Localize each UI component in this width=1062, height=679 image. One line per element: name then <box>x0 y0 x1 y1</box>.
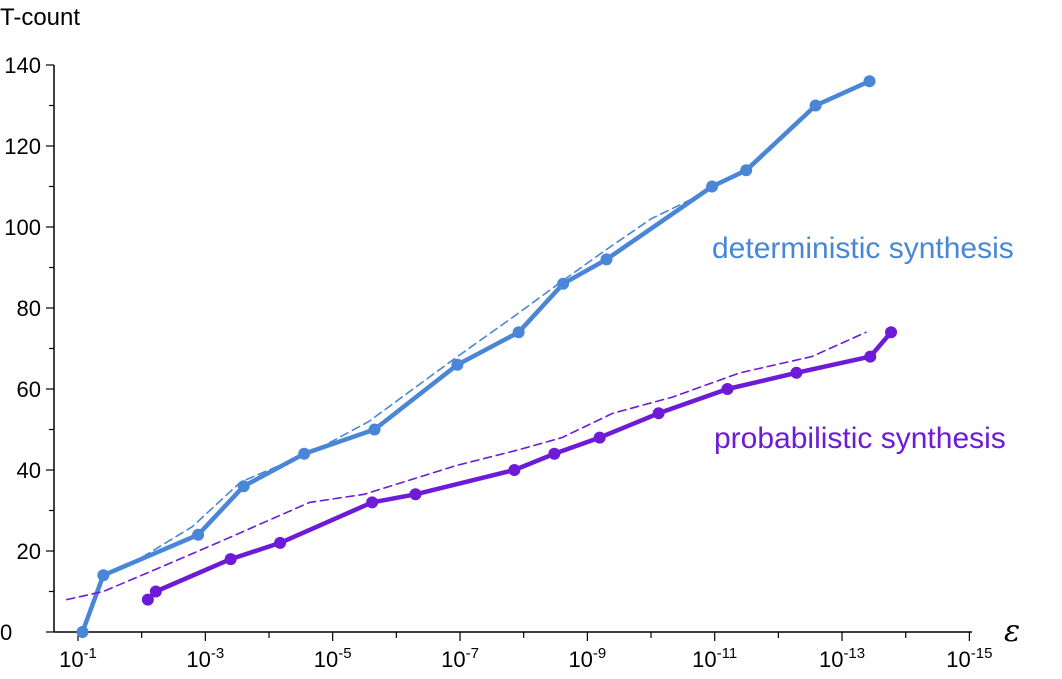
data-point <box>149 585 162 598</box>
y-tick-label: 140 <box>4 53 41 78</box>
series-line-3 <box>66 331 867 601</box>
series-label-probabilistic: probabilistic synthesis <box>714 422 1006 455</box>
data-point <box>141 593 154 606</box>
data-point <box>600 253 613 266</box>
axes <box>53 65 972 633</box>
data-point <box>863 75 876 88</box>
y-tick-label: 100 <box>4 215 41 240</box>
data-point <box>706 180 719 193</box>
data-point <box>451 358 464 371</box>
y-tick-label: 60 <box>17 377 41 402</box>
x-tick-label: 10-5 <box>314 645 352 672</box>
series-layer <box>66 75 898 638</box>
x-tick-label: 10-3 <box>186 645 224 672</box>
x-tick-label: 10-15 <box>946 645 992 672</box>
x-tick-label: 10-7 <box>441 645 479 672</box>
y-tick-label: 40 <box>17 458 41 483</box>
y-tick-label: 80 <box>17 296 41 321</box>
data-point <box>409 488 422 501</box>
data-point <box>593 431 606 444</box>
y-tick-label: 0 <box>0 620 12 645</box>
data-point <box>809 99 822 112</box>
data-point <box>274 536 287 549</box>
x-tick-label: 10-1 <box>59 645 97 672</box>
data-point <box>557 277 570 290</box>
y-tick-label: 120 <box>4 134 41 159</box>
data-point <box>192 528 205 541</box>
data-point <box>864 350 877 363</box>
data-point <box>512 326 525 339</box>
data-point <box>366 496 379 509</box>
data-point <box>652 407 665 420</box>
data-point <box>885 326 898 339</box>
x-tick-label: 10-9 <box>568 645 606 672</box>
data-point <box>548 447 561 460</box>
data-point <box>721 383 734 395</box>
series-line-1 <box>81 185 719 633</box>
data-point <box>368 423 381 436</box>
data-point <box>790 366 803 379</box>
x-axis-title: ε <box>1004 614 1020 649</box>
data-point <box>740 164 753 177</box>
x-tick-label: 10-13 <box>819 645 865 672</box>
x-ticks: 10-1 10-3 10-5 10-7 10-9 10-11 10-13 10-15 <box>59 632 992 672</box>
y-axis-title: T-count <box>0 4 80 31</box>
series-line-0 <box>80 78 872 633</box>
data-point <box>508 464 521 476</box>
y-ticks: 0 20 40 60 80 100 120 140 <box>0 53 54 645</box>
series-label-deterministic: deterministic synthesis <box>712 232 1014 265</box>
series-line-2 <box>145 330 894 602</box>
x-tick-label: 10-11 <box>692 645 737 672</box>
data-point <box>224 553 237 566</box>
data-point <box>237 480 250 493</box>
y-tick-label: 20 <box>17 539 41 564</box>
